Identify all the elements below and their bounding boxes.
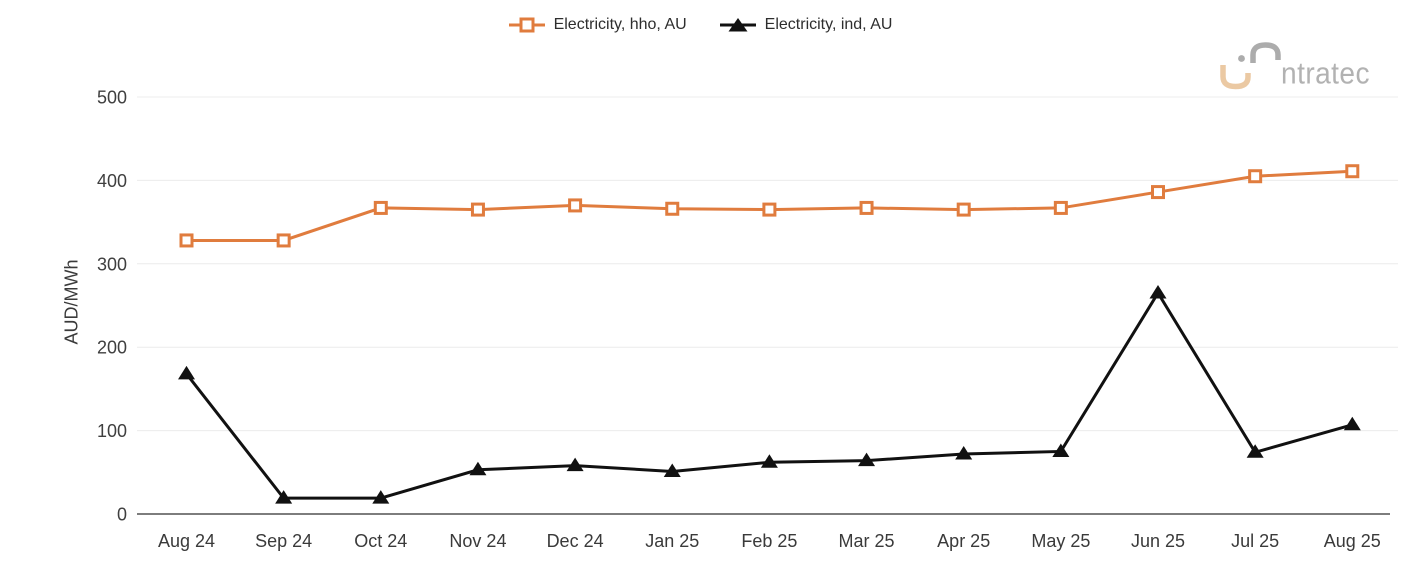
x-tick-label: Aug 25 xyxy=(1324,531,1381,551)
x-tick-label: May 25 xyxy=(1031,531,1090,551)
data-marker-triangle xyxy=(372,490,390,504)
data-marker-square xyxy=(1345,164,1360,179)
data-marker-square xyxy=(1248,169,1263,184)
logo-u-arc xyxy=(1220,65,1251,90)
data-marker-square xyxy=(859,200,874,215)
data-marker-triangle xyxy=(663,463,681,477)
data-marker-triangle xyxy=(1343,416,1361,431)
intratec-logo: ntratec xyxy=(1220,42,1370,91)
data-marker-triangle xyxy=(178,365,195,380)
data-marker-square xyxy=(276,233,291,248)
x-tick-label: Jul 25 xyxy=(1231,531,1279,551)
data-marker-square xyxy=(1053,200,1068,215)
x-tick-label: Aug 24 xyxy=(158,531,215,551)
data-marker-triangle xyxy=(1052,443,1070,457)
data-marker-triangle xyxy=(275,490,293,504)
x-tick-label: Jun 25 xyxy=(1131,531,1185,551)
y-tick-label: 300 xyxy=(97,254,127,274)
data-marker-square xyxy=(373,200,388,215)
x-tick-label: Oct 24 xyxy=(354,531,407,551)
x-tick-label: Jan 25 xyxy=(645,531,699,551)
y-tick-label: 100 xyxy=(97,421,127,441)
y-axis-title: AUD/MWh xyxy=(61,259,82,345)
data-marker-triangle xyxy=(469,461,487,476)
data-marker-triangle xyxy=(566,457,584,472)
data-marker-square xyxy=(179,233,194,248)
logo-n-arc xyxy=(1250,42,1281,63)
data-marker-square xyxy=(762,202,777,217)
legend-marker-filled-triangle-icon xyxy=(719,18,756,32)
legend-item-electricity-ind: Electricity, ind, AU xyxy=(719,16,893,34)
logo-wordmark: ntratec xyxy=(1281,56,1370,91)
data-marker-triangle xyxy=(1246,444,1264,458)
x-tick-label: Feb 25 xyxy=(741,531,797,551)
legend-marker-open-square-icon xyxy=(508,17,545,33)
data-marker-square xyxy=(470,202,485,217)
logo-i-dot-icon xyxy=(1238,55,1245,62)
chart-legend: Electricity, hho, AU Electricity, ind, A… xyxy=(0,16,1401,34)
data-marker-square xyxy=(1151,185,1165,200)
data-marker-triangle xyxy=(955,445,973,460)
data-marker-square xyxy=(956,202,971,217)
data-marker-square xyxy=(568,198,583,213)
x-tick-label: Sep 24 xyxy=(255,531,312,551)
x-tick-label: Nov 24 xyxy=(449,531,506,551)
legend-label-electricity-ind: Electricity, ind, AU xyxy=(764,16,893,33)
y-tick-label: 0 xyxy=(117,505,127,525)
data-marker-triangle xyxy=(1149,284,1167,299)
data-marker-triangle xyxy=(760,454,778,468)
legend-item-electricity-hho: Electricity, hho, AU xyxy=(508,16,687,34)
y-tick-label: 400 xyxy=(97,171,127,191)
y-tick-label: 500 xyxy=(97,88,127,108)
y-tick-label: 200 xyxy=(97,338,127,358)
data-marker-square xyxy=(665,201,680,216)
x-tick-label: Dec 24 xyxy=(547,531,604,551)
x-tick-label: Mar 25 xyxy=(839,531,895,551)
x-tick-label: Apr 25 xyxy=(937,531,990,551)
legend-label-electricity-hho: Electricity, hho, AU xyxy=(553,16,687,33)
data-marker-triangle xyxy=(858,452,876,467)
